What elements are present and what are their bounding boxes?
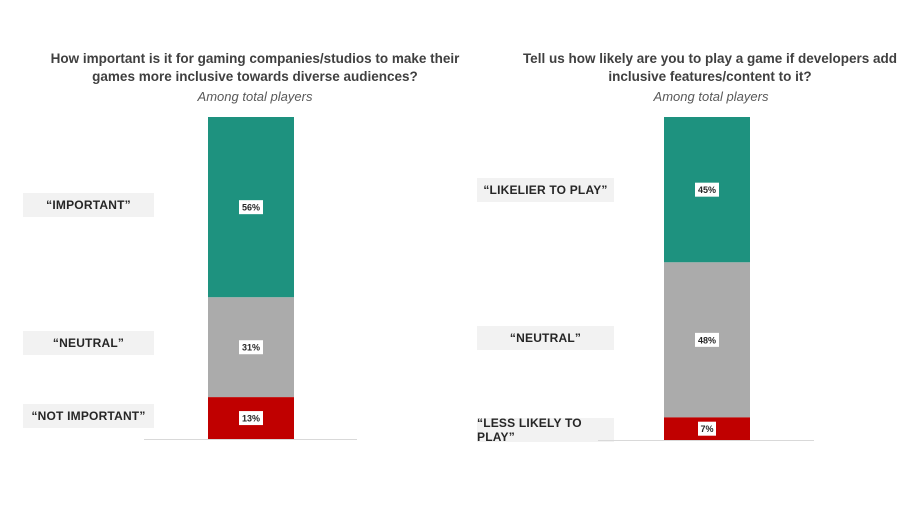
data-label-background [239, 340, 263, 355]
chart-subtitle: Among total players [653, 89, 769, 104]
category-label-not-important: “NOT IMPORTANT” [23, 404, 154, 428]
category-label-important: “IMPORTANT” [23, 193, 154, 217]
data-label-background [239, 411, 263, 426]
category-label-neutral: “NEUTRAL” [23, 331, 154, 355]
data-label: 56% [242, 203, 260, 213]
data-label-background [239, 200, 263, 215]
chart-title: How important is it for gaming companies… [50, 51, 460, 84]
category-label-less-likely: “LESS LIKELY TO PLAY” [477, 416, 614, 444]
chart-subtitle: Among total players [197, 89, 313, 104]
data-label: 45% [698, 185, 716, 195]
chart-title: Tell us how likely are you to play a gam… [522, 51, 898, 84]
data-label-background [695, 332, 719, 347]
data-label: 7% [700, 424, 713, 434]
data-label: 48% [698, 335, 716, 345]
data-label: 31% [242, 343, 260, 353]
data-label: 13% [242, 414, 260, 424]
category-label-neutral: “NEUTRAL” [477, 326, 614, 350]
data-label-background [698, 421, 716, 436]
category-label-likelier: “LIKELIER TO PLAY” [477, 178, 614, 202]
data-label-background [695, 182, 719, 197]
